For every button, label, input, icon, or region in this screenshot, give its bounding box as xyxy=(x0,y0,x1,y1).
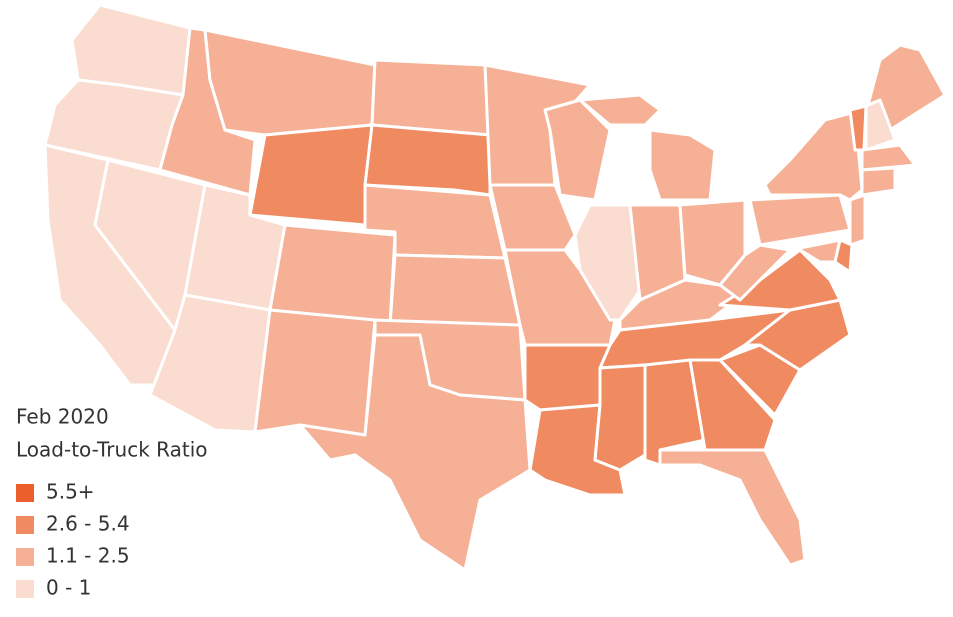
state xyxy=(658,448,807,567)
legend-swatch xyxy=(16,516,34,534)
state xyxy=(748,193,852,247)
state xyxy=(688,358,777,452)
state xyxy=(488,183,577,252)
state xyxy=(363,123,492,197)
legend-swatch xyxy=(16,580,34,598)
state xyxy=(578,93,662,127)
legend-label: 2.6 - 5.4 xyxy=(46,512,130,536)
state xyxy=(833,238,854,274)
legend-title: Load-to-Truck Ratio xyxy=(16,438,207,462)
state xyxy=(848,193,867,247)
legend-label: 5.5+ xyxy=(46,480,95,504)
state xyxy=(648,128,717,202)
state xyxy=(203,28,377,137)
state xyxy=(593,363,647,472)
legend-title: Feb 2020 xyxy=(16,405,109,429)
state xyxy=(503,248,617,347)
state xyxy=(763,110,864,202)
state xyxy=(248,123,374,227)
state xyxy=(788,238,842,264)
state xyxy=(268,223,397,327)
legend-label: 0 - 1 xyxy=(46,576,91,600)
state xyxy=(298,333,532,572)
state xyxy=(523,343,612,412)
state xyxy=(860,166,897,197)
state xyxy=(860,143,917,172)
state xyxy=(370,58,492,137)
state xyxy=(864,98,897,152)
state xyxy=(388,253,522,327)
legend-swatch xyxy=(16,484,34,502)
state xyxy=(483,63,592,187)
legend-label: 1.1 - 2.5 xyxy=(46,544,130,568)
legend: Feb 2020 Load-to-Truck Ratio xyxy=(16,405,207,462)
states xyxy=(43,3,947,572)
state xyxy=(253,308,377,437)
legend-swatch xyxy=(16,548,34,566)
